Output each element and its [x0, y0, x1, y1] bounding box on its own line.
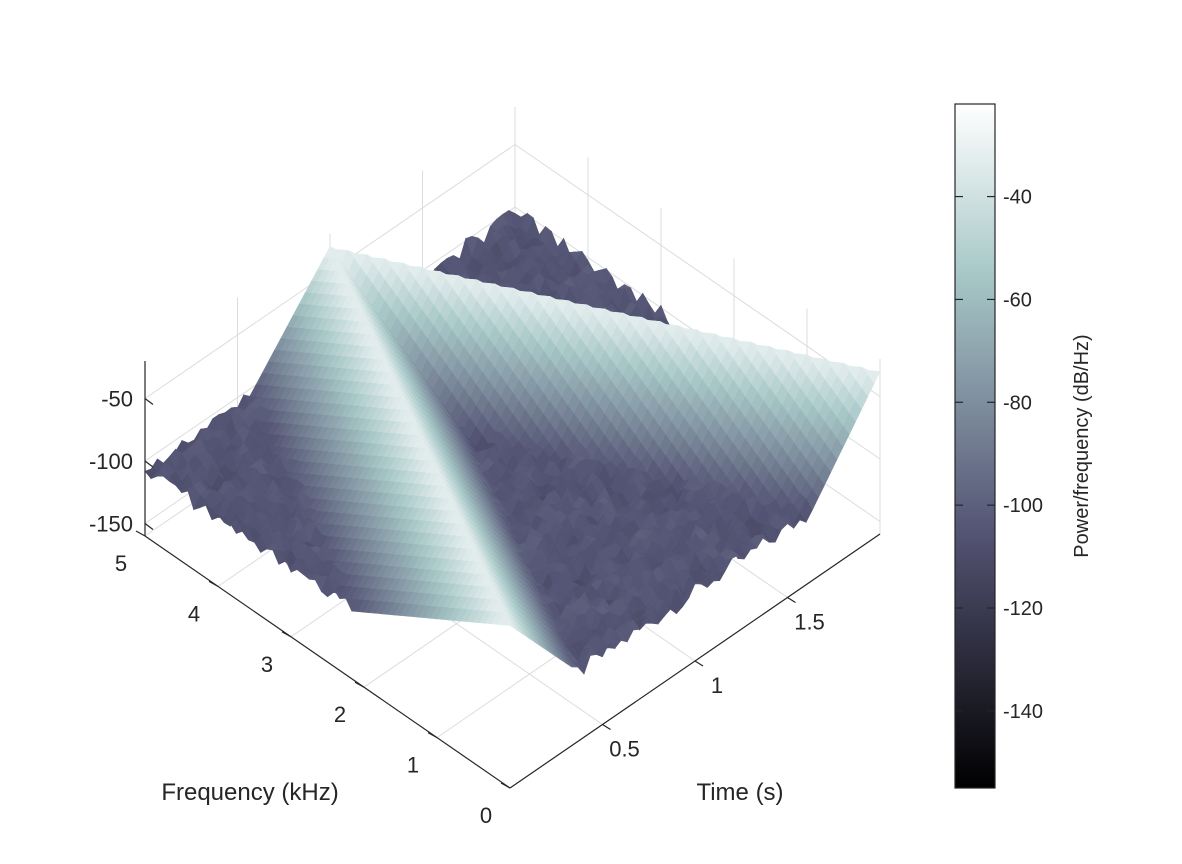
surface-cell — [502, 620, 517, 630]
colorbar-tick-label: -100 — [1003, 495, 1043, 517]
spectrogram-surface — [144, 209, 881, 675]
z-tick-label: -150 — [89, 512, 133, 537]
x-tick — [787, 596, 796, 604]
z-tick-label: -100 — [89, 449, 133, 474]
y-tick — [281, 631, 292, 638]
y-tick-label: 5 — [115, 551, 127, 576]
colorbar-gradient — [954, 103, 996, 789]
y-tick-label: 3 — [261, 652, 273, 677]
y-axis-label: Frequency (kHz) — [161, 779, 338, 806]
x-tick — [694, 660, 704, 667]
colorbar-tick-label: -140 — [1003, 701, 1043, 723]
y-tick-label: 2 — [334, 702, 346, 727]
axes-3d: 0.5 1 1.5 0 1 2 3 4 5 -150 -100 -50 — [89, 361, 881, 828]
colorbar-tick-label: -40 — [1003, 187, 1032, 209]
x-tick-label: 1.5 — [794, 610, 825, 635]
y-tick-label: 4 — [188, 601, 200, 626]
y-tick — [208, 580, 219, 587]
colorbar-label: Power/frequency (dB/Hz) — [1071, 334, 1093, 557]
z-tick — [144, 523, 154, 530]
z-tick — [144, 460, 154, 468]
y-axis-line — [144, 535, 511, 789]
y-tick-label: 0 — [480, 803, 492, 828]
colorbar: -40 -60 -80 -100 -120 -140 — [954, 103, 1043, 789]
y-tick — [427, 732, 438, 739]
x-tick-label: 1 — [711, 673, 723, 698]
x-axis-label: Time (s) — [696, 779, 783, 806]
y-tick — [135, 530, 146, 537]
x-tick — [602, 723, 611, 731]
x-tick-label: 0.5 — [609, 737, 640, 762]
colorbar-tick-label: -80 — [1003, 392, 1032, 414]
y-tick — [354, 681, 365, 688]
colorbar-tick-label: -60 — [1003, 289, 1032, 311]
colorbar-tick-label: -120 — [1003, 598, 1043, 620]
z-tick — [144, 398, 154, 405]
z-tick-label: -50 — [101, 387, 133, 412]
y-tick-label: 1 — [407, 753, 419, 778]
y-tick — [500, 782, 511, 789]
